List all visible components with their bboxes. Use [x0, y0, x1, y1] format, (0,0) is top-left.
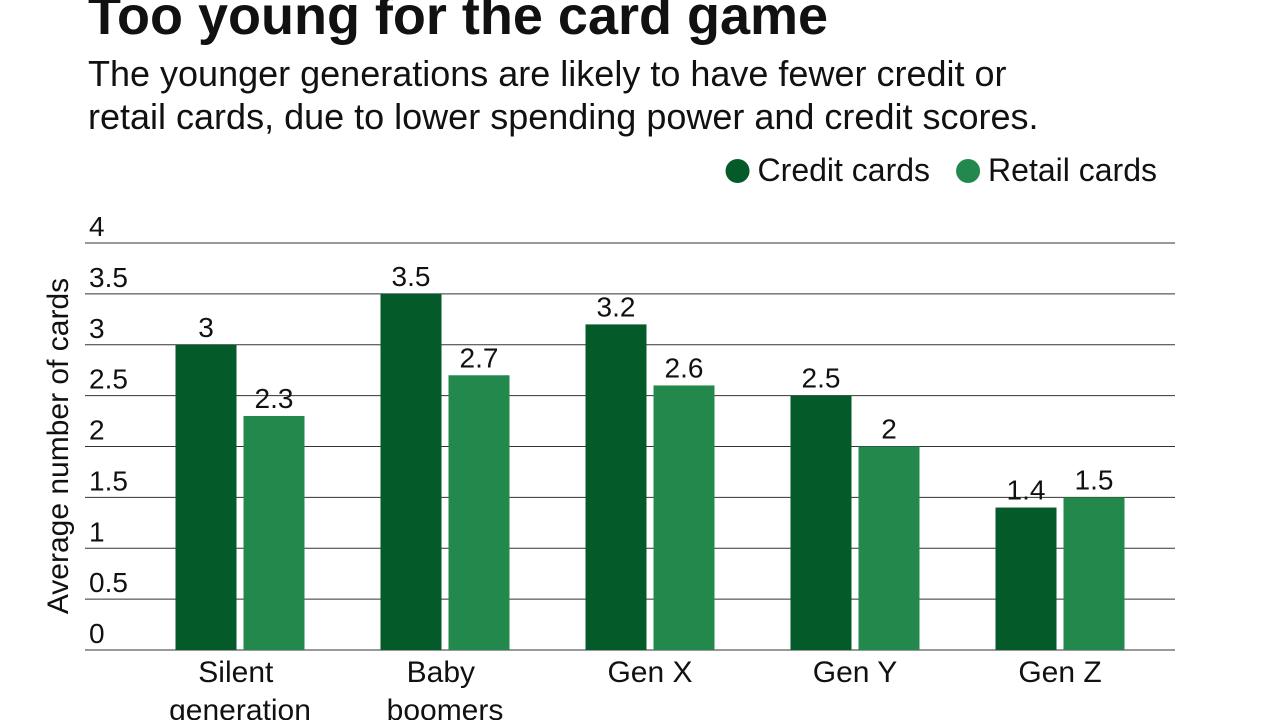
x-tick-label: Silent generation	[169, 656, 311, 720]
legend-marker	[725, 159, 750, 183]
bar	[1063, 497, 1125, 650]
bar	[995, 507, 1057, 650]
legend-label: Credit cards	[758, 152, 931, 188]
value-label: 2.3	[255, 383, 294, 414]
bar	[585, 324, 647, 650]
chart-title: Too young for the card game	[88, 0, 828, 46]
value-label: 2	[881, 414, 897, 445]
subtitle: The younger generations are likely to ha…	[88, 53, 1007, 94]
x-tick-label-line: Baby	[407, 656, 484, 689]
value-label: 3	[198, 312, 214, 343]
value-label: 1.4	[1007, 475, 1046, 506]
bar	[653, 385, 715, 650]
y-tick-label: 1.5	[89, 465, 128, 496]
subtitle: retail cards, due to lower spending powe…	[88, 96, 1039, 137]
x-tick-label: Gen Z	[1018, 656, 1101, 689]
x-tick-label-line: generation	[169, 694, 311, 720]
y-tick-label: 4	[89, 211, 105, 242]
value-label: 1.5	[1075, 464, 1114, 495]
bar	[790, 395, 852, 650]
bar	[448, 375, 510, 650]
x-tick-label: Gen X	[607, 656, 692, 689]
y-axis-label: Average number of cards	[42, 278, 75, 614]
value-label: 2.7	[460, 342, 499, 373]
y-tick-label: 2.5	[89, 364, 128, 395]
x-tick-label-line: Silent	[198, 656, 281, 689]
x-tick-label: Baby boomers	[387, 656, 504, 720]
value-label: 3.2	[597, 291, 636, 322]
legend-label: Retail cards	[988, 152, 1157, 188]
value-label: 3.5	[392, 261, 431, 292]
y-tick-label: 2	[89, 415, 105, 446]
value-label: 2.5	[802, 363, 841, 394]
bar	[380, 293, 442, 650]
y-tick-label: 1	[89, 516, 105, 547]
bar	[858, 446, 920, 650]
y-tick-label: 3	[89, 313, 105, 344]
y-tick-label: 0	[89, 618, 105, 649]
x-tick-label-line: boomers	[387, 694, 504, 720]
y-tick-label: 3.5	[89, 262, 128, 293]
bar	[175, 344, 237, 650]
value-label: 2.6	[665, 352, 704, 383]
x-tick-label: Gen Y	[813, 656, 898, 689]
bar	[243, 415, 305, 650]
y-tick-label: 0.5	[89, 567, 128, 598]
legend-marker	[956, 159, 981, 183]
